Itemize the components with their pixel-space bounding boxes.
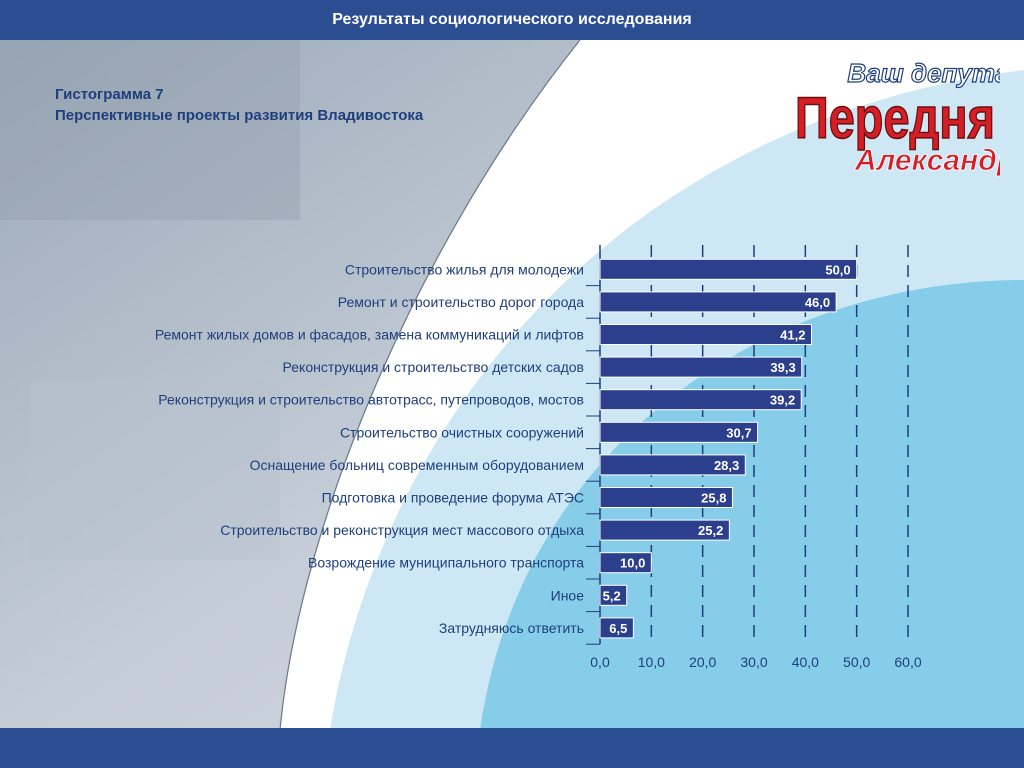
category-label: Строительство и реконструкция мест массо… [220, 522, 584, 538]
category-label: Затрудняюсь ответить [439, 620, 584, 636]
x-tick-label: 0,0 [590, 654, 610, 670]
bar [599, 487, 733, 508]
bar [599, 356, 803, 378]
category-label: Реконструкция и строительство детских са… [283, 359, 584, 375]
data-label: 10,0 [620, 556, 645, 571]
data-label: 25,8 [701, 491, 726, 506]
data-label: 50,0 [825, 262, 850, 277]
x-tick-label: 30,0 [740, 654, 767, 670]
bar [599, 389, 802, 411]
category-label: Строительство жилья для молодежи [345, 261, 584, 277]
data-label: 5,2 [603, 588, 621, 603]
figure-label: Гистограмма 7 [55, 86, 164, 103]
category-label: Возрождение муниципального транспорта [308, 555, 584, 571]
data-label: 39,2 [770, 393, 795, 408]
category-label: Строительство очистных сооружений [340, 424, 584, 440]
logo-line3: Александр [854, 144, 1000, 177]
category-label: Оснащение больниц современным оборудован… [250, 457, 584, 473]
header-bar: Результаты социологического исследования [0, 0, 1024, 40]
category-label: Ремонт жилых домов и фасадов, замена ком… [155, 327, 584, 343]
bar [599, 258, 858, 280]
bar [599, 617, 634, 639]
x-tick-label: 40,0 [792, 654, 819, 670]
data-label: 30,7 [726, 425, 751, 440]
data-label: 28,3 [714, 458, 739, 473]
bar [599, 552, 652, 574]
data-label: 39,3 [770, 360, 795, 375]
footer-bar [0, 728, 1024, 768]
logo-line1: Ваш депутат [847, 58, 1000, 88]
data-label: 25,2 [698, 523, 723, 538]
logo-line2: Передня [795, 86, 995, 151]
x-tick-label: 50,0 [843, 654, 870, 670]
data-label: 46,0 [805, 295, 830, 310]
deputy-logo: Ваш депутат Передня Александр [794, 58, 1000, 177]
category-label: Подготовка и проведение форума АТЭС [322, 490, 584, 506]
bar [599, 454, 746, 476]
bar [599, 291, 837, 313]
figure-title: Перспективные проекты развития Владивост… [55, 107, 424, 124]
category-label: Иное [551, 587, 585, 603]
bar [599, 324, 812, 345]
category-label: Реконструкция и строительство автотрасс,… [158, 392, 584, 408]
x-tick-label: 20,0 [689, 654, 716, 670]
data-label: 6,5 [609, 621, 627, 636]
data-label: 41,2 [780, 328, 805, 343]
category-label: Ремонт и строительство дорог города [338, 294, 584, 310]
x-tick-label: 60,0 [894, 654, 921, 670]
x-tick-label: 10,0 [638, 654, 665, 670]
bar [599, 421, 759, 443]
bar [599, 584, 628, 606]
bar [599, 519, 730, 541]
figure-caption: Гистограмма 7 Перспективные проекты разв… [55, 84, 423, 126]
header-title: Результаты социологического исследования [332, 11, 692, 28]
